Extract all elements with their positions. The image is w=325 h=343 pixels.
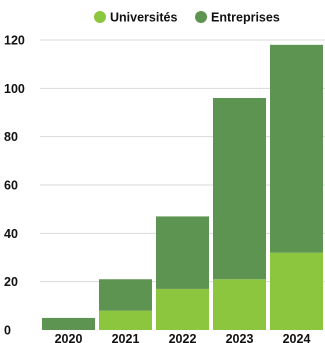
- y-tick-label: 100: [4, 82, 25, 96]
- x-tick-label-2020: 2020: [55, 332, 83, 343]
- bar-2024-series-0: [270, 252, 324, 330]
- legend-label-0: Universités: [110, 11, 177, 25]
- bar-2022-series-0: [156, 288, 210, 330]
- y-tick-label: 120: [4, 34, 25, 48]
- bar-2022-series-1: [156, 216, 210, 289]
- y-tick-label: 40: [4, 227, 18, 241]
- x-tick-label-2022: 2022: [169, 332, 197, 343]
- bars: [41, 44, 324, 330]
- legend: Universités Entreprises: [94, 11, 280, 25]
- legend-label-1: Entreprises: [211, 11, 280, 25]
- bar-2021-series-0: [99, 310, 153, 330]
- bar-2020-series-1: [41, 317, 95, 330]
- y-axis: 0 20 40 60 80 100 120: [4, 34, 25, 338]
- y-tick-label: 60: [4, 179, 18, 193]
- bar-2023-series-1: [213, 98, 267, 280]
- x-axis: 2020 2021 2022 2023 2024: [55, 332, 311, 343]
- x-tick-label-2021: 2021: [112, 332, 140, 343]
- bar-2021-series-1: [99, 279, 153, 311]
- y-tick-label: 0: [4, 324, 11, 338]
- x-tick-label-2024: 2024: [283, 332, 311, 343]
- legend-swatch-1: [195, 11, 207, 23]
- x-tick-label-2023: 2023: [226, 332, 254, 343]
- y-tick-label: 80: [4, 130, 18, 144]
- bar-2023-series-0: [213, 279, 267, 330]
- y-tick-label: 20: [4, 275, 18, 289]
- legend-swatch-0: [94, 11, 106, 23]
- bar-2024-series-1: [270, 44, 324, 253]
